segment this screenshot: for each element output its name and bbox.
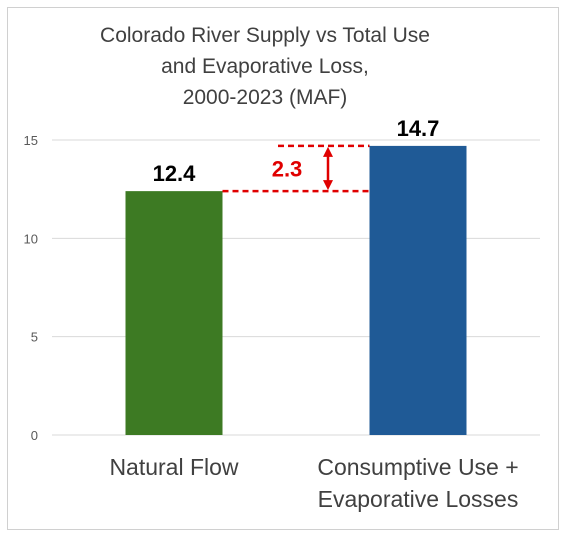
data-labels: 12.4 14.7 xyxy=(153,116,440,186)
y-tick-label-10: 10 xyxy=(24,231,38,246)
bars xyxy=(125,145,467,435)
chart-title-line-3: 2000-2023 (MAF) xyxy=(182,86,348,109)
category-label-1-0: Consumptive Use + xyxy=(317,454,518,480)
difference-label: 2.3 xyxy=(272,157,303,182)
arrow-down-icon xyxy=(323,180,333,191)
difference-annotation: 2.3 xyxy=(222,144,370,193)
gridlines xyxy=(52,139,540,436)
chart-title-line-1: Colorado River Supply vs Total Use xyxy=(100,24,430,47)
y-tick-label-15: 15 xyxy=(24,133,38,148)
data-label-1: 14.7 xyxy=(397,116,440,141)
bar-0 xyxy=(125,191,223,435)
category-label-0-0: Natural Flow xyxy=(109,454,238,480)
chart-title-line-2: and Evaporative Loss, xyxy=(161,55,369,78)
chart-title: Colorado River Supply vs Total Use and E… xyxy=(40,20,490,113)
bar-1 xyxy=(369,145,467,435)
y-tick-label-5: 5 xyxy=(31,330,38,345)
arrow-up-icon xyxy=(323,146,333,157)
data-label-0: 12.4 xyxy=(153,161,197,186)
category-labels: Natural Flow Consumptive Use + Evaporative… xyxy=(109,454,518,512)
y-tick-label-0: 0 xyxy=(31,428,38,443)
category-label-1-1: Evaporative Losses xyxy=(318,486,519,512)
y-tick-labels: 0 5 10 15 xyxy=(24,133,38,443)
chart-frame xyxy=(7,7,559,530)
